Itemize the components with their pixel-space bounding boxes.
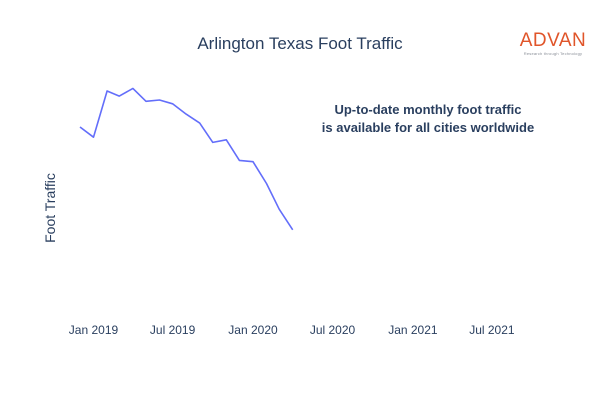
- annotation-line-2: is available for all cities worldwide: [321, 120, 535, 135]
- x-tick-label: Jul 2020: [310, 323, 356, 337]
- x-tick-label: Jan 2020: [228, 323, 278, 337]
- x-tick-label: Jan 2021: [388, 323, 438, 337]
- chart-title: Arlington Texas Foot Traffic: [197, 34, 403, 53]
- x-tick-label: Jul 2019: [150, 323, 196, 337]
- chart-annotation: Up-to-date monthly foot traffic is avail…: [268, 101, 588, 137]
- x-tick-label: Jul 2021: [469, 323, 515, 337]
- logo-wordmark: ADVAN: [519, 30, 587, 51]
- logo-tagline: Research through Technology: [523, 51, 583, 56]
- series-line-0: [79, 87, 294, 231]
- annotation-line-1: Up-to-date monthly foot traffic: [334, 102, 522, 117]
- advan-logo: ADVAN Research through Technology: [513, 30, 593, 57]
- x-tick-label: Jan 2019: [69, 323, 119, 337]
